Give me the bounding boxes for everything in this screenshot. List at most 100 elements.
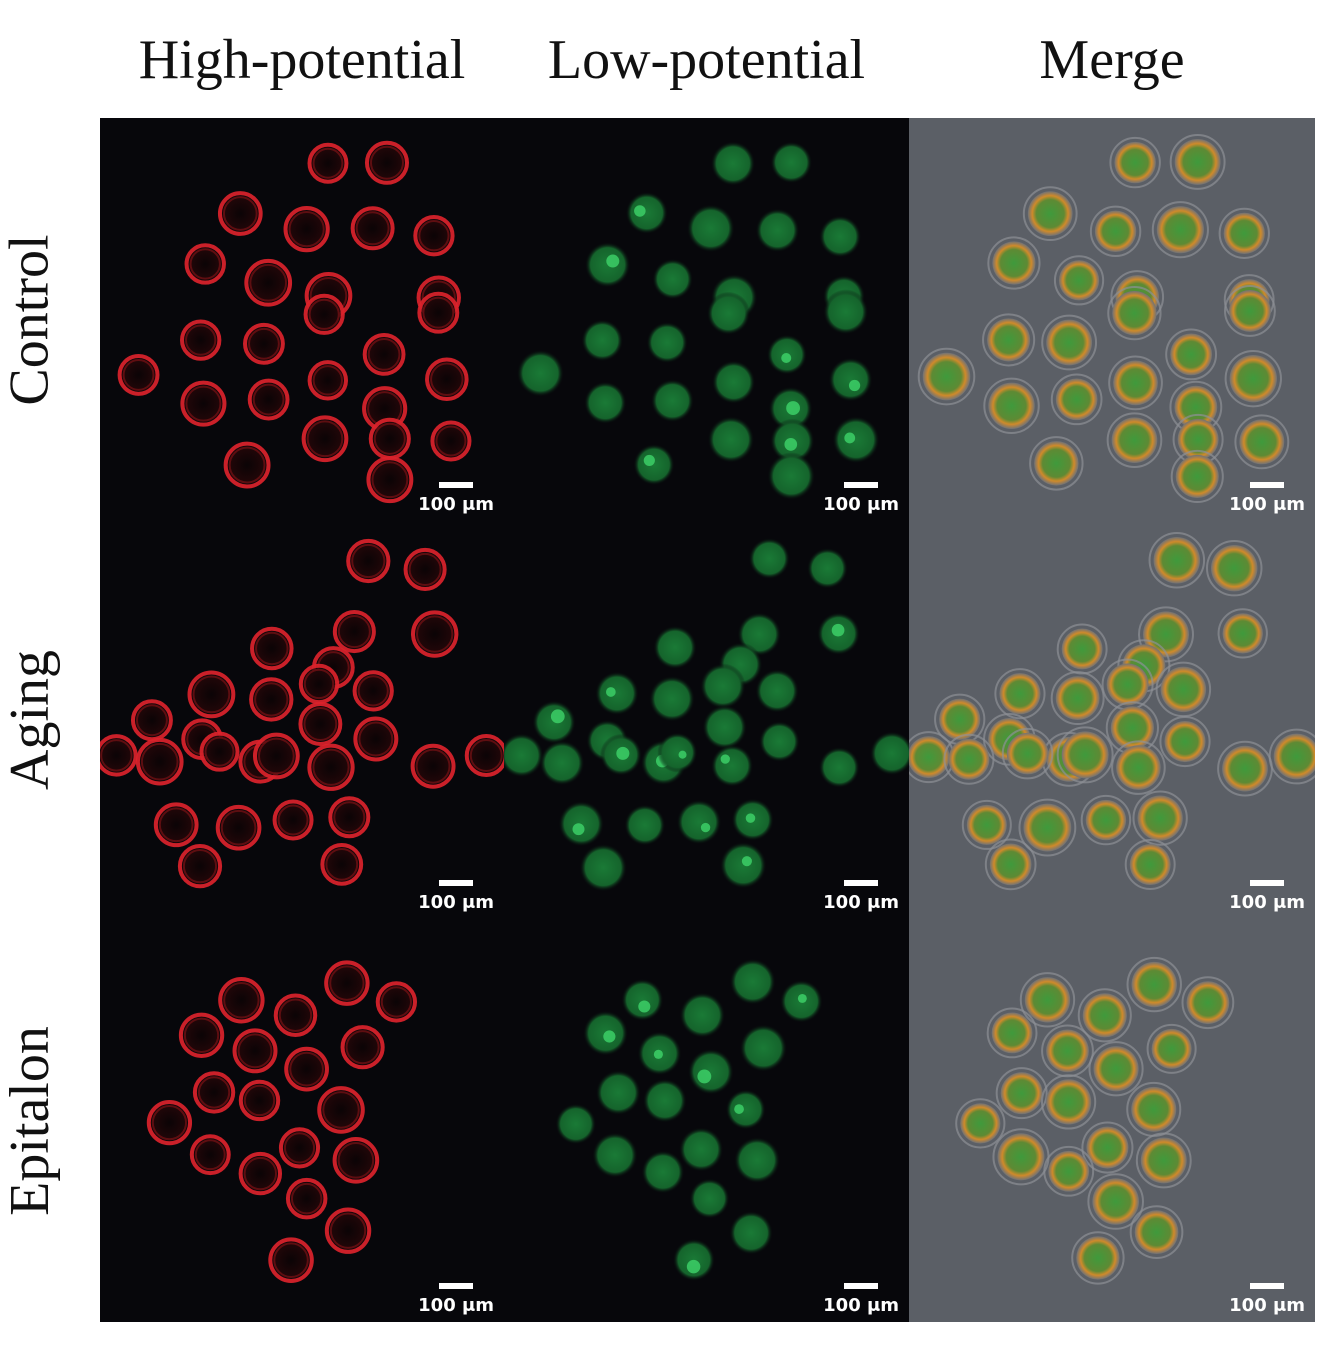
micrograph-image bbox=[146, 960, 418, 1283]
oocyte bbox=[184, 243, 226, 285]
oocyte bbox=[1132, 790, 1188, 846]
oocyte bbox=[650, 379, 694, 423]
oocyte bbox=[1105, 701, 1159, 755]
oocyte bbox=[278, 1127, 321, 1169]
scale-bar-line bbox=[844, 482, 879, 488]
oocyte bbox=[324, 1207, 372, 1254]
oocyte bbox=[984, 838, 1037, 891]
oocyte bbox=[766, 334, 807, 375]
oocyte bbox=[1129, 1205, 1184, 1259]
oocyte bbox=[653, 625, 697, 670]
oocyte bbox=[238, 1151, 283, 1196]
oocyte bbox=[770, 141, 813, 184]
oocyte bbox=[987, 236, 1041, 290]
scale-bar: 100 μm bbox=[823, 1283, 899, 1316]
oocyte bbox=[217, 191, 263, 236]
oocyte bbox=[1022, 186, 1078, 242]
oocyte bbox=[353, 716, 399, 762]
oocyte bbox=[539, 740, 585, 786]
row-label: Control bbox=[0, 233, 61, 406]
oocyte bbox=[1138, 606, 1194, 663]
panel-control-low: 100 μm bbox=[504, 118, 909, 521]
oocyte bbox=[135, 737, 184, 786]
oocyte bbox=[223, 441, 271, 489]
oocyte bbox=[244, 258, 293, 307]
row-header-epitalon: Epitalon bbox=[0, 919, 61, 1322]
scale-bar-label: 100 μm bbox=[418, 494, 494, 515]
scale-bar-line bbox=[1250, 482, 1285, 488]
panel-aging-low: 100 μm bbox=[504, 521, 909, 919]
oocyte bbox=[1088, 1041, 1144, 1097]
scale-bar-label: 100 μm bbox=[418, 1295, 494, 1316]
scale-bar-label: 100 μm bbox=[1229, 892, 1305, 913]
oocyte bbox=[652, 258, 694, 300]
oocyte bbox=[676, 799, 722, 845]
oocyte bbox=[1148, 531, 1206, 589]
oocyte bbox=[368, 417, 411, 460]
scale-bar-line bbox=[439, 880, 474, 886]
oocyte bbox=[678, 1127, 724, 1172]
oocyte bbox=[584, 381, 627, 424]
scale-bar-label: 100 μm bbox=[823, 494, 899, 515]
oocyte bbox=[1124, 839, 1176, 891]
oocyte bbox=[1001, 727, 1054, 780]
oocyte bbox=[672, 1238, 715, 1281]
oocyte bbox=[1126, 956, 1182, 1013]
panel-control-merge: 100 μm bbox=[909, 118, 1315, 521]
oocyte bbox=[943, 733, 995, 785]
oocyte bbox=[579, 843, 628, 892]
oocyte bbox=[649, 675, 695, 722]
row-header-aging: Aging bbox=[0, 521, 61, 919]
oocyte bbox=[332, 1137, 380, 1184]
oocyte bbox=[243, 322, 285, 365]
oocyte bbox=[995, 1067, 1048, 1120]
oocyte bbox=[362, 333, 406, 376]
oocyte bbox=[1234, 414, 1290, 470]
oocyte bbox=[729, 1211, 773, 1255]
oocyte bbox=[595, 671, 639, 716]
oocyte bbox=[192, 1071, 236, 1114]
oocyte bbox=[1050, 671, 1105, 726]
oocyte bbox=[710, 744, 754, 787]
oocyte bbox=[177, 844, 223, 889]
panel-control-high: 100 μm bbox=[100, 118, 504, 521]
micrograph-image bbox=[909, 531, 1315, 891]
column-header-low-potential: Low-potential bbox=[547, 29, 866, 91]
oocyte bbox=[307, 743, 355, 791]
oocyte bbox=[298, 663, 340, 705]
oocyte bbox=[268, 1237, 314, 1283]
micrograph-image bbox=[117, 140, 472, 504]
oocyte bbox=[1268, 728, 1315, 785]
oocyte bbox=[340, 1025, 385, 1070]
oocyte bbox=[464, 734, 504, 777]
oocyte bbox=[350, 206, 395, 251]
oocyte bbox=[780, 979, 823, 1023]
oocyte bbox=[646, 321, 688, 364]
oocyte bbox=[272, 799, 314, 841]
oocyte bbox=[284, 1046, 329, 1092]
oocyte bbox=[748, 537, 790, 580]
oocyte bbox=[992, 1128, 1050, 1186]
oocyte bbox=[1053, 255, 1105, 306]
scale-bar: 100 μm bbox=[418, 482, 494, 515]
oocyte bbox=[413, 215, 455, 257]
oocyte bbox=[582, 1010, 629, 1056]
oocyte bbox=[600, 733, 642, 776]
oocyte bbox=[430, 420, 472, 462]
oocyte bbox=[1056, 623, 1108, 675]
micrograph-image bbox=[504, 537, 909, 892]
oocyte bbox=[153, 802, 199, 848]
oocyte bbox=[625, 191, 668, 235]
oocyte bbox=[218, 977, 265, 1024]
oocyte bbox=[687, 1048, 734, 1095]
oocyte bbox=[710, 141, 756, 186]
oocyte bbox=[307, 360, 348, 401]
scale-bar-line bbox=[1250, 1283, 1285, 1289]
oocyte bbox=[1159, 715, 1211, 768]
oocyte bbox=[637, 1031, 682, 1076]
oocyte bbox=[832, 416, 880, 464]
scale-bar-label: 100 μm bbox=[1229, 494, 1305, 515]
oocyte bbox=[1217, 740, 1273, 797]
oocyte bbox=[249, 677, 294, 722]
oocyte bbox=[719, 841, 767, 889]
